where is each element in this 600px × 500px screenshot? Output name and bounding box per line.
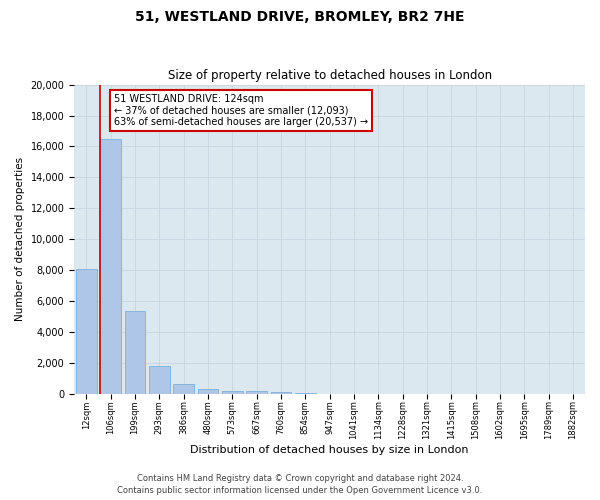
Bar: [197, 389, 218, 394]
Bar: [149, 366, 170, 394]
Y-axis label: Number of detached properties: Number of detached properties: [15, 157, 25, 322]
Text: 51, WESTLAND DRIVE, BROMLEY, BR2 7HE: 51, WESTLAND DRIVE, BROMLEY, BR2 7HE: [135, 10, 465, 24]
Bar: [222, 391, 242, 394]
Text: Contains HM Land Registry data © Crown copyright and database right 2024.
Contai: Contains HM Land Registry data © Crown c…: [118, 474, 482, 495]
X-axis label: Distribution of detached houses by size in London: Distribution of detached houses by size …: [190, 445, 469, 455]
Bar: [271, 392, 291, 394]
Bar: [100, 140, 121, 394]
Bar: [295, 392, 316, 394]
Bar: [173, 384, 194, 394]
Bar: [125, 312, 145, 394]
Text: 51 WESTLAND DRIVE: 124sqm
← 37% of detached houses are smaller (12,093)
63% of s: 51 WESTLAND DRIVE: 124sqm ← 37% of detac…: [114, 94, 368, 127]
Title: Size of property relative to detached houses in London: Size of property relative to detached ho…: [167, 69, 491, 82]
Bar: [76, 270, 97, 394]
Bar: [246, 392, 267, 394]
